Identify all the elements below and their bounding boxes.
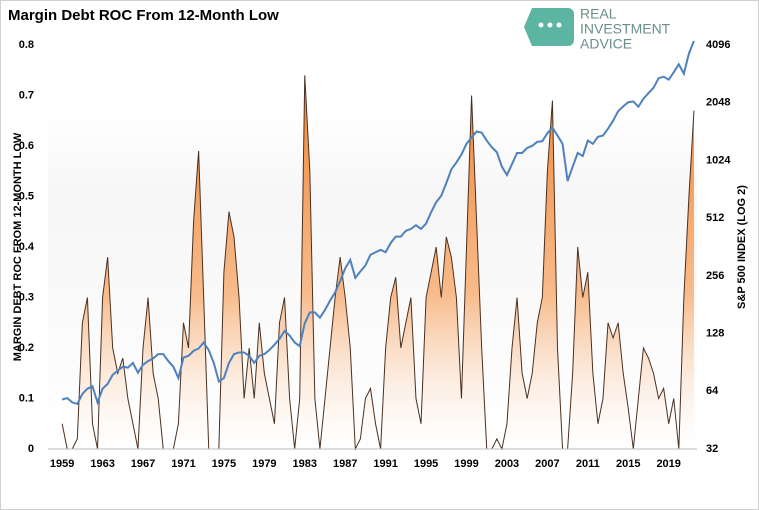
x-tick-label: 1971: [171, 458, 195, 470]
y-tick-label: 0.4: [19, 241, 35, 253]
y-tick-label: 0.5: [19, 190, 34, 202]
y-tick-label: 0.8: [19, 39, 34, 51]
y-tick-label: 0.3: [19, 291, 34, 303]
y-tick-label: 0: [28, 443, 34, 455]
chart-title: Margin Debt ROC From 12-Month Low: [8, 7, 279, 24]
y2-tick-label: 512: [706, 212, 724, 224]
y-axis-title: MARGIN DEBT ROC FROM 12-MONTH LOW: [12, 132, 24, 361]
x-tick-label: 2011: [576, 458, 600, 470]
x-tick-label: 2019: [656, 458, 680, 470]
x-tick-label: 2015: [616, 458, 640, 470]
logo-text: ADVICE: [580, 36, 632, 52]
x-tick-label: 1999: [454, 458, 478, 470]
x-tick-label: 1991: [373, 458, 397, 470]
logo-dot: [547, 22, 553, 28]
y2-axis-title: S&P 500 INDEX (LOG 2): [736, 185, 748, 309]
y2-tick-label: 32: [706, 443, 718, 455]
x-tick-label: 1983: [293, 458, 317, 470]
logo-dot: [538, 22, 544, 28]
line: [61, 40, 695, 406]
logo-text: INVESTMENT: [580, 21, 671, 37]
y2-tick-label: 64: [706, 385, 719, 397]
x-tick-label: 2003: [495, 458, 519, 470]
y2-tick-label: 2048: [706, 97, 730, 109]
x-tick-label: 1995: [414, 458, 438, 470]
y-tick-label: 0.2: [19, 342, 34, 354]
y-tick-label: 0.1: [19, 392, 34, 404]
y-tick-label: 0.7: [19, 89, 34, 101]
logo: REAL INVESTMENT ADVICE: [524, 6, 671, 52]
x-tick-label: 1975: [212, 458, 236, 470]
x-tick-label: 1979: [252, 458, 276, 470]
area-fill: [62, 75, 694, 450]
y2-tick-label: 4096: [706, 39, 730, 51]
y2-tick-label: 256: [706, 270, 724, 282]
logo-dot: [556, 22, 562, 28]
y-tick-label: 0.6: [19, 140, 34, 152]
y2-tick-label: 1024: [706, 154, 731, 166]
x-tick-label: 1959: [50, 458, 74, 470]
y2-tick-label: 128: [706, 327, 724, 339]
logo-text: REAL: [580, 6, 617, 22]
x-tick-label: 1967: [131, 458, 155, 470]
x-tick-label: 1987: [333, 458, 357, 470]
x-tick-label: 2007: [535, 458, 559, 470]
x-tick-label: 1963: [90, 458, 114, 470]
